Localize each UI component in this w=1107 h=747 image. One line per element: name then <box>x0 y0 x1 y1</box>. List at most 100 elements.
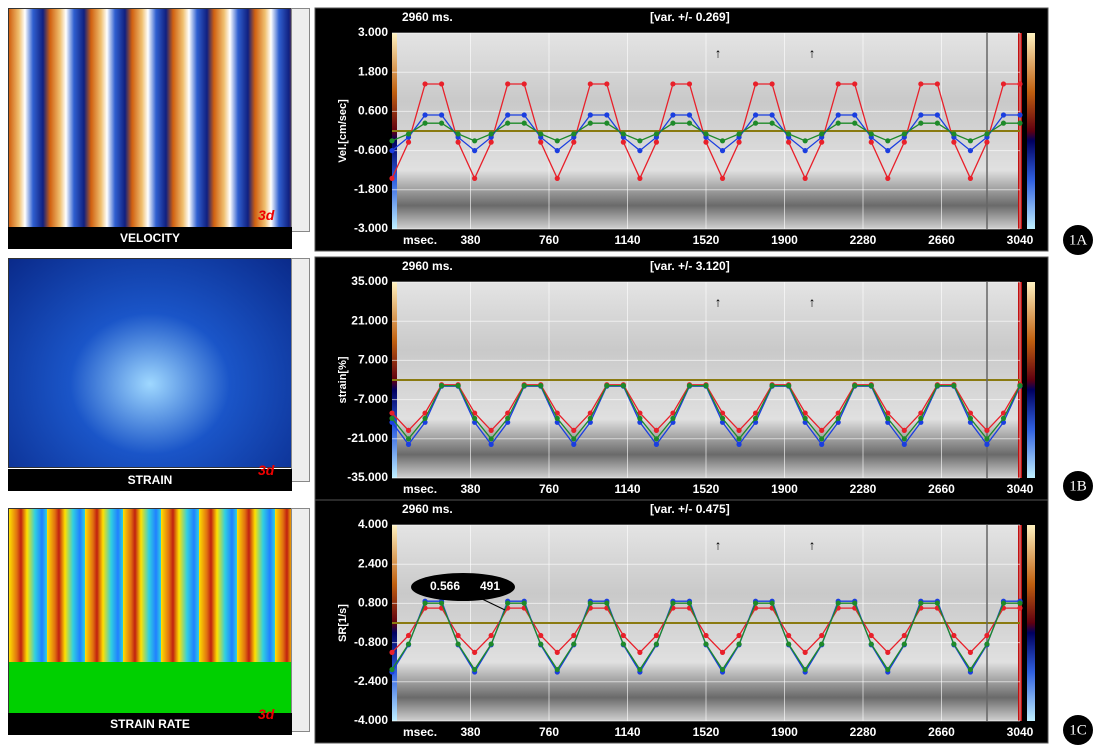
data-point <box>406 428 411 433</box>
data-point <box>885 416 890 421</box>
data-point <box>786 140 791 145</box>
data-point <box>571 641 576 646</box>
data-point <box>703 641 708 646</box>
y-tick-label: 1.800 <box>358 64 388 78</box>
arrow: ↑ <box>715 45 722 60</box>
x-tick-label: 1900 <box>771 233 798 247</box>
data-point <box>422 121 427 126</box>
data-point <box>770 601 775 606</box>
header-var: [var. +/- 0.269] <box>650 10 730 24</box>
data-point <box>670 416 675 421</box>
data-point <box>736 436 741 441</box>
data-point <box>538 383 543 388</box>
header-time: 2960 ms. <box>402 259 453 273</box>
x-tick-label: 380 <box>460 233 480 247</box>
data-point <box>803 148 808 153</box>
data-point <box>770 112 775 117</box>
data-point <box>1001 416 1006 421</box>
data-point <box>621 140 626 145</box>
data-point <box>1017 383 1022 388</box>
data-point <box>720 176 725 181</box>
data-point <box>1017 81 1022 86</box>
data-point <box>522 81 527 86</box>
panel-tag: 1A <box>1069 232 1088 248</box>
panel-tag: 1B <box>1069 478 1087 494</box>
data-point <box>885 650 890 655</box>
data-point <box>571 131 576 136</box>
data-point <box>1017 605 1022 610</box>
color-scale <box>1027 33 1035 229</box>
data-point <box>637 650 642 655</box>
data-point <box>951 140 956 145</box>
data-point <box>555 176 560 181</box>
data-point <box>687 112 692 117</box>
data-point <box>902 442 907 447</box>
data-point <box>555 667 560 672</box>
data-point <box>869 383 874 388</box>
data-point <box>555 416 560 421</box>
y-tick-label: 7.000 <box>358 353 388 367</box>
data-point <box>720 138 725 143</box>
data-point <box>720 650 725 655</box>
x-tick-label: 1520 <box>693 482 720 496</box>
data-point <box>604 383 609 388</box>
data-point <box>472 148 477 153</box>
x-tick-label: 1140 <box>614 725 640 739</box>
data-point <box>1001 601 1006 606</box>
y-tick-label: 2.400 <box>358 556 388 570</box>
data-point <box>720 667 725 672</box>
data-point <box>819 140 824 145</box>
data-point <box>687 383 692 388</box>
x-tick-label: 2660 <box>928 482 955 496</box>
data-point <box>637 667 642 672</box>
data-point <box>588 121 593 126</box>
data-point <box>588 601 593 606</box>
y-tick-label: -7.000 <box>354 392 388 406</box>
data-point <box>389 176 394 181</box>
y-tick-label: -0.600 <box>354 143 388 157</box>
data-point <box>522 383 527 388</box>
data-point <box>472 667 477 672</box>
x-tick-label: 2660 <box>928 725 955 739</box>
data-point <box>736 131 741 136</box>
data-point <box>422 416 427 421</box>
data-point <box>902 436 907 441</box>
data-point <box>654 633 659 638</box>
data-point <box>456 641 461 646</box>
data-point <box>753 601 758 606</box>
y-axis-label: strain[%] <box>337 356 349 403</box>
data-point <box>670 81 675 86</box>
panel-tag: 1C <box>1069 722 1087 738</box>
data-point <box>406 633 411 638</box>
data-point <box>803 176 808 181</box>
data-point <box>670 121 675 126</box>
data-point <box>588 112 593 117</box>
data-point <box>538 641 543 646</box>
data-point <box>786 633 791 638</box>
data-point <box>869 633 874 638</box>
data-point <box>869 131 874 136</box>
data-point <box>803 138 808 143</box>
arrow: ↑ <box>809 537 816 552</box>
data-point <box>406 442 411 447</box>
data-point <box>736 140 741 145</box>
data-point <box>819 442 824 447</box>
x-tick-label: 1140 <box>614 233 640 247</box>
data-point <box>819 633 824 638</box>
x-tick-label: 1520 <box>693 233 720 247</box>
x-axis-label: msec. <box>403 482 437 496</box>
x-tick-label: 760 <box>539 725 559 739</box>
data-point <box>522 601 527 606</box>
data-point <box>935 81 940 86</box>
data-point <box>902 641 907 646</box>
data-point <box>720 416 725 421</box>
data-point <box>770 81 775 86</box>
y-tick-label: -0.800 <box>354 635 388 649</box>
data-point <box>935 121 940 126</box>
data-point <box>786 641 791 646</box>
data-point <box>736 641 741 646</box>
color-scale <box>1027 282 1035 478</box>
data-point <box>439 601 444 606</box>
data-point <box>918 112 923 117</box>
data-point <box>951 131 956 136</box>
